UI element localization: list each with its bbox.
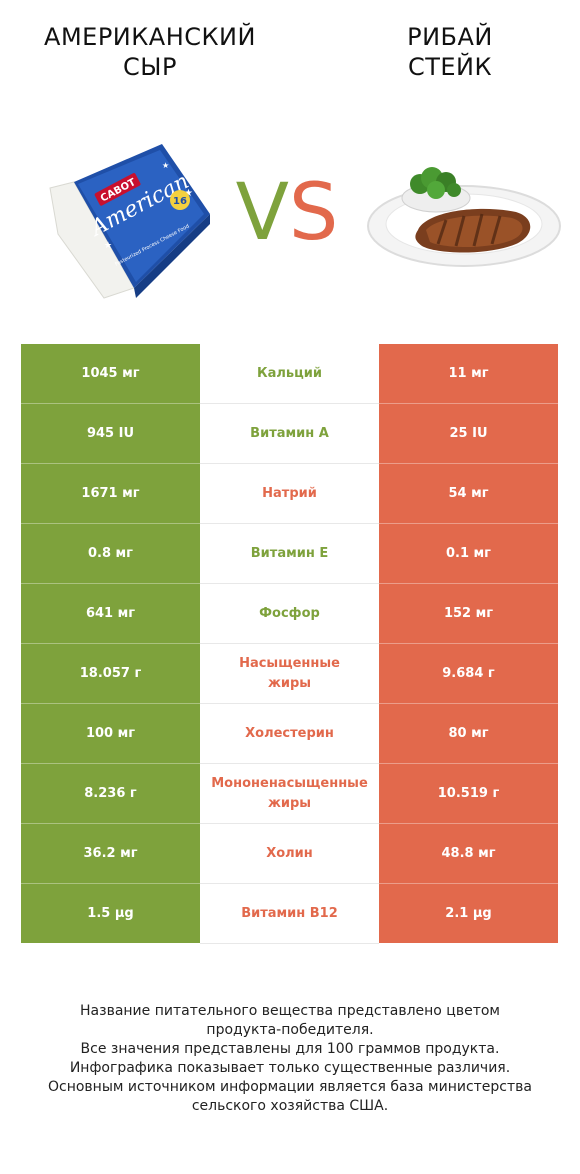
table-row: 0.8 мг Витамин E 0.1 мг — [21, 524, 558, 584]
ribeye-steak-plate-icon — [366, 160, 562, 270]
nutrient-name: Витамин A — [200, 404, 379, 464]
nutrient-name-line1: Насыщенные — [239, 655, 340, 671]
table-row: 8.236 г Мононенасыщенные жиры 10.519 г — [21, 764, 558, 824]
left-value: 641 мг — [21, 584, 200, 644]
right-title-line2: СТЕЙК — [407, 53, 493, 81]
nutrient-name: Натрий — [200, 464, 379, 524]
left-value: 100 мг — [21, 704, 200, 764]
table-row: 1671 мг Натрий 54 мг — [21, 464, 558, 524]
table-row: 1.5 µg Витамин B12 2.1 µg — [21, 884, 558, 944]
right-value: 0.1 мг — [379, 524, 558, 584]
nutrient-name: Кальций — [200, 344, 379, 404]
nutrient-name: Холестерин — [200, 704, 379, 764]
footer-line1: Название питательного вещества представл… — [80, 1003, 500, 1019]
nutrient-name: Мононенасыщенные жиры — [200, 764, 379, 824]
right-value: 2.1 µg — [379, 884, 558, 943]
nutrient-name: Витамин E — [200, 524, 379, 584]
left-value: 0.8 мг — [21, 524, 200, 584]
table-row: 36.2 мг Холин 48.8 мг — [21, 824, 558, 884]
footer-line4: Инфографика показывает только существенн… — [69, 1060, 511, 1076]
right-value: 48.8 мг — [379, 824, 558, 884]
vs-label: VS — [222, 168, 352, 258]
right-value: 54 мг — [379, 464, 558, 524]
footer-line2: продукта-победителя. — [206, 1022, 374, 1038]
svg-text:★: ★ — [162, 161, 169, 170]
table-row: 945 IU Витамин A 25 IU — [21, 404, 558, 464]
cheese-package-icon: ★ ★ ★ CABOT American 16 Pasteurized Proc… — [44, 138, 214, 302]
table-row: 18.057 г Насыщенные жиры 9.684 г — [21, 644, 558, 704]
right-value: 9.684 г — [379, 644, 558, 704]
left-value: 1.5 µg — [21, 884, 200, 943]
right-product-title: РИБАЙ СТЕЙК — [330, 22, 570, 82]
right-value: 80 мг — [379, 704, 558, 764]
left-product-title: АМЕРИКАНСКИЙ СЫР — [10, 22, 290, 82]
left-value: 1045 мг — [21, 344, 200, 404]
left-value: 945 IU — [21, 404, 200, 464]
vs-s: S — [288, 168, 339, 258]
svg-text:★: ★ — [184, 188, 193, 199]
svg-text:★: ★ — [104, 241, 112, 251]
left-value: 1671 мг — [21, 464, 200, 524]
table-row: 1045 мг Кальций 11 мг — [21, 344, 558, 404]
right-value: 25 IU — [379, 404, 558, 464]
nutrient-name: Насыщенные жиры — [200, 644, 379, 704]
cheese-count-text: 16 — [173, 196, 187, 207]
left-value: 8.236 г — [21, 764, 200, 824]
right-title-line1: РИБАЙ — [407, 23, 493, 51]
left-title-line1: АМЕРИКАНСКИЙ — [44, 23, 256, 51]
footer-line5: Основным источником информации является … — [48, 1079, 532, 1095]
right-value: 152 мг — [379, 584, 558, 644]
left-title-line2: СЫР — [123, 53, 177, 81]
left-value: 36.2 мг — [21, 824, 200, 884]
nutrient-name: Витамин B12 — [200, 884, 379, 944]
nutrient-name-line2: жиры — [267, 675, 312, 691]
right-value: 11 мг — [379, 344, 558, 404]
footer-line6: сельского хозяйства США. — [191, 1098, 389, 1114]
footer-notes: Название питательного вещества представл… — [30, 1002, 550, 1116]
table-row: 641 мг Фосфор 152 мг — [21, 584, 558, 644]
left-value: 18.057 г — [21, 644, 200, 704]
table-row: 100 мг Холестерин 80 мг — [21, 704, 558, 764]
nutrient-comparison-table: 1045 мг Кальций 11 мг 945 IU Витамин A 25 IU 1… — [21, 344, 558, 944]
nutrient-name: Холин — [200, 824, 379, 884]
nutrient-name-line1: Мононенасыщенные — [211, 775, 368, 791]
nutrient-name: Фосфор — [200, 584, 379, 644]
right-value: 10.519 г — [379, 764, 558, 824]
nutrient-name-line2: жиры — [267, 795, 312, 811]
footer-line3: Все значения представлены для 100 граммо… — [80, 1041, 500, 1057]
vs-v: V — [235, 168, 289, 258]
